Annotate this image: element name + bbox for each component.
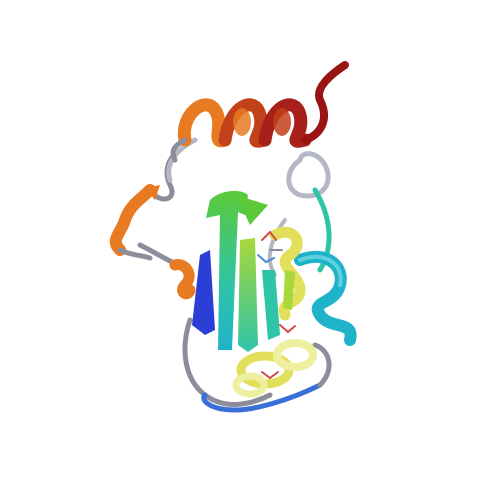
ligand-sticks bbox=[257, 230, 296, 380]
beta-strand-dark-blue bbox=[192, 250, 215, 335]
beta-strand-green-2 bbox=[238, 238, 258, 352]
beta-strand-lime-arrow bbox=[236, 195, 268, 225]
beta-strand-green-1 bbox=[206, 190, 248, 350]
helix-pale-yellow bbox=[232, 339, 317, 398]
beta-strand-teal bbox=[262, 270, 280, 340]
beta-strand-lime-small bbox=[283, 270, 295, 310]
helix-red-top bbox=[170, 61, 349, 163]
helix-orange-left bbox=[109, 137, 198, 300]
helix-cyan bbox=[294, 250, 357, 346]
